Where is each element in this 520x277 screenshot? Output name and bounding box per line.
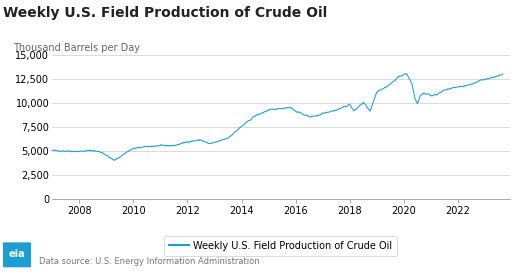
Text: Data source: U.S. Energy Information Administration: Data source: U.S. Energy Information Adm… [39, 257, 259, 266]
Text: eia: eia [9, 249, 25, 259]
Legend: Weekly U.S. Field Production of Crude Oil: Weekly U.S. Field Production of Crude Oi… [164, 236, 397, 256]
Text: Thousand Barrels per Day: Thousand Barrels per Day [13, 42, 140, 53]
Text: Weekly U.S. Field Production of Crude Oil: Weekly U.S. Field Production of Crude Oi… [3, 6, 327, 20]
FancyBboxPatch shape [3, 242, 31, 267]
